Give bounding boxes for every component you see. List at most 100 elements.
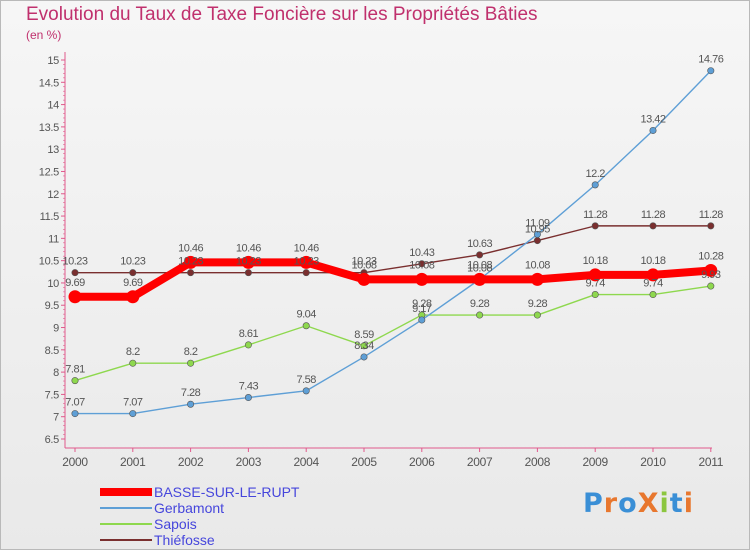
legend-swatch xyxy=(100,539,152,541)
legend-label: BASSE-SUR-LE-RUPT xyxy=(154,484,300,500)
y-tick-label: 12 xyxy=(47,189,59,201)
series-line-gerbamont xyxy=(74,70,712,415)
data-point xyxy=(588,268,602,282)
series-line-sapois xyxy=(74,285,712,382)
data-label: 10.08 xyxy=(351,259,376,271)
data-point xyxy=(415,272,429,286)
data-label: 8.2 xyxy=(126,346,140,358)
data-label: 10.95 xyxy=(525,224,550,236)
data-label: 7.07 xyxy=(123,397,143,409)
data-label: 8.34 xyxy=(354,340,374,352)
data-point xyxy=(533,230,541,238)
data-label: 12.2 xyxy=(585,168,605,180)
x-tick-label: 2010 xyxy=(640,455,666,469)
data-point xyxy=(302,387,310,395)
data-point xyxy=(533,311,541,319)
x-tick-label: 2006 xyxy=(409,455,435,469)
data-label: 10.46 xyxy=(294,242,319,254)
legend-label: Thiéfosse xyxy=(154,532,215,548)
y-tick-label: 8.5 xyxy=(45,345,60,357)
data-label: 9.93 xyxy=(701,269,721,281)
data-point xyxy=(187,400,195,408)
data-label: 9.28 xyxy=(412,298,432,310)
data-label: 8.61 xyxy=(239,328,259,340)
logo-letter: i xyxy=(683,488,694,519)
proxiti-logo: ProXiti xyxy=(583,488,694,519)
data-label: 11.28 xyxy=(699,209,724,221)
data-label: 10.46 xyxy=(178,242,203,254)
x-tick-label: 2008 xyxy=(525,455,551,469)
y-tick-label: 10.5 xyxy=(39,256,59,268)
data-label: 7.28 xyxy=(181,387,201,399)
data-label: 10.23 xyxy=(236,256,261,268)
data-label: 14.76 xyxy=(698,54,723,66)
x-tick-label: 2002 xyxy=(178,455,204,469)
data-point xyxy=(704,263,718,277)
data-point xyxy=(241,255,255,269)
data-label: 10.23 xyxy=(62,256,87,268)
data-label: 13.42 xyxy=(640,113,665,125)
data-label: 9.28 xyxy=(528,298,548,310)
data-point xyxy=(476,251,484,259)
x-tick-label: 2000 xyxy=(62,455,88,469)
data-label: 10.08 xyxy=(525,259,550,271)
data-point xyxy=(126,290,140,304)
data-point xyxy=(187,269,195,277)
legend-swatch xyxy=(100,507,152,509)
data-point xyxy=(418,316,426,324)
series-line-basse-sur-le-rupt xyxy=(71,258,715,301)
y-tick-label: 14 xyxy=(47,100,59,112)
data-point xyxy=(591,291,599,299)
data-point xyxy=(71,410,79,418)
data-label: 9.04 xyxy=(296,309,316,321)
x-tick-label: 2007 xyxy=(467,455,493,469)
data-point xyxy=(71,269,79,277)
data-label: 7.58 xyxy=(296,374,316,386)
data-label: 10.23 xyxy=(351,256,376,268)
data-label: 8.2 xyxy=(184,346,198,358)
y-tick-label: 10 xyxy=(47,278,59,290)
logo-letter: t xyxy=(669,488,684,519)
data-point xyxy=(129,359,137,367)
data-label: 7.43 xyxy=(239,381,259,393)
logo-letter: r xyxy=(603,488,619,519)
data-label: 9.74 xyxy=(643,278,663,290)
y-tick-label: 11 xyxy=(48,233,59,245)
chart-unit-label: (en %) xyxy=(26,28,62,42)
logo-letter: X xyxy=(637,488,660,519)
legend-swatch xyxy=(100,523,152,525)
data-label: 10.46 xyxy=(236,242,261,254)
data-point xyxy=(187,359,195,367)
data-label: 10.23 xyxy=(294,256,319,268)
data-label: 9.69 xyxy=(65,277,85,289)
data-label: 10.63 xyxy=(467,238,492,250)
y-tick-label: 7 xyxy=(53,412,59,424)
y-tick-label: 12.5 xyxy=(39,166,59,178)
data-point xyxy=(649,291,657,299)
data-label: 10.23 xyxy=(120,256,145,268)
data-label: 9.69 xyxy=(123,277,143,289)
data-point xyxy=(299,255,313,269)
data-point xyxy=(244,394,252,402)
logo-letter: o xyxy=(618,488,638,519)
y-tick-label: 6.5 xyxy=(45,434,60,446)
y-tick-label: 13 xyxy=(47,144,59,156)
logo-letter: i xyxy=(659,488,670,519)
x-tick-label: 2003 xyxy=(236,455,262,469)
y-tick-label: 7.5 xyxy=(45,389,60,401)
data-point xyxy=(649,126,657,134)
data-point xyxy=(302,322,310,330)
data-point xyxy=(649,222,657,230)
data-label: 10.08 xyxy=(467,262,492,274)
data-label: 10.18 xyxy=(583,255,608,267)
data-point xyxy=(71,377,79,385)
data-point xyxy=(591,181,599,189)
legend-label: Gerbamont xyxy=(154,500,225,516)
y-tick-label: 9 xyxy=(53,323,59,335)
legend-label: Sapois xyxy=(154,516,197,532)
series-line-thiefosse xyxy=(74,225,712,274)
data-point xyxy=(646,268,660,282)
data-point xyxy=(476,311,484,319)
data-label: 10.18 xyxy=(640,255,665,267)
chart-title: Evolution du Taux de Taxe Foncière sur l… xyxy=(26,4,538,25)
